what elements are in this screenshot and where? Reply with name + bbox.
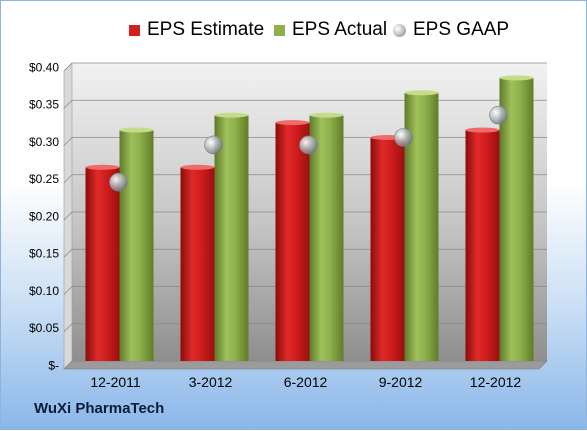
x-tick-label: 12-2012 [470,374,522,390]
bar-actual-top [499,75,534,81]
legend-item-estimate: EPS Estimate [129,15,264,45]
x-tick-label: 3-2012 [189,374,233,390]
x-tick-label: 9-2012 [379,374,423,390]
bar-actual-top [119,127,154,133]
plot-floor [63,360,548,370]
bar-estimate-top [275,120,310,126]
bar-actual [119,130,154,361]
bar-actual-top [214,112,249,118]
bar-estimate-top [85,164,120,170]
bar-actual [214,115,249,362]
bar-estimate [275,122,310,361]
gridline-side [63,174,73,184]
bar-actual [309,115,344,362]
bar-actual-top [404,90,439,96]
gridline-side [63,286,73,295]
bar-estimate [180,167,215,361]
legend: EPS Estimate EPS Actual EPS GAAP [1,15,587,45]
bar-actual [499,77,534,362]
point-gaap [299,135,318,155]
y-tick-label: $0.15 [29,247,59,261]
gridline-side [63,323,73,333]
gridline-side [63,62,73,72]
y-tick-label: $- [48,358,59,372]
x-tick-label: 6-2012 [284,374,328,390]
legend-swatch-estimate [129,24,140,36]
legend-label-actual: EPS Actual [292,19,388,40]
point-gaap [394,128,413,147]
y-tick-label: $0.40 [29,60,59,74]
legend-item-actual: EPS Actual [274,15,387,45]
bar-estimate [370,137,405,361]
point-gaap [204,135,223,155]
y-tick-label: $0.30 [29,135,59,149]
gridline-side [63,211,73,221]
bar-estimate [85,167,120,361]
y-tick-label: $0.05 [29,321,59,335]
legend-item-gaap: EPS GAAP [393,15,509,45]
company-name: WuXi PharmaTech [34,400,165,417]
legend-label-gaap: EPS GAAP [413,19,510,40]
legend-swatch-gaap [393,23,406,37]
x-tick-label: 12-2011 [90,374,141,390]
legend-label-estimate: EPS Estimate [147,19,265,40]
bar-estimate-top [465,127,500,133]
y-tick-label: $0.10 [29,284,59,298]
gridline-side [63,137,73,146]
gridline-side [63,248,73,258]
gridline-side [63,99,73,109]
bar-estimate [465,130,500,361]
gridline-side [63,360,73,370]
point-gaap [109,172,128,192]
point-gaap [489,105,508,125]
y-tick-label: $0.35 [29,98,59,112]
bar-estimate-top [180,164,215,170]
bar-actual-top [309,112,344,118]
y-tick-label: $0.25 [29,172,59,186]
y-tick-label: $0.20 [29,209,59,223]
legend-swatch-actual [274,24,285,36]
